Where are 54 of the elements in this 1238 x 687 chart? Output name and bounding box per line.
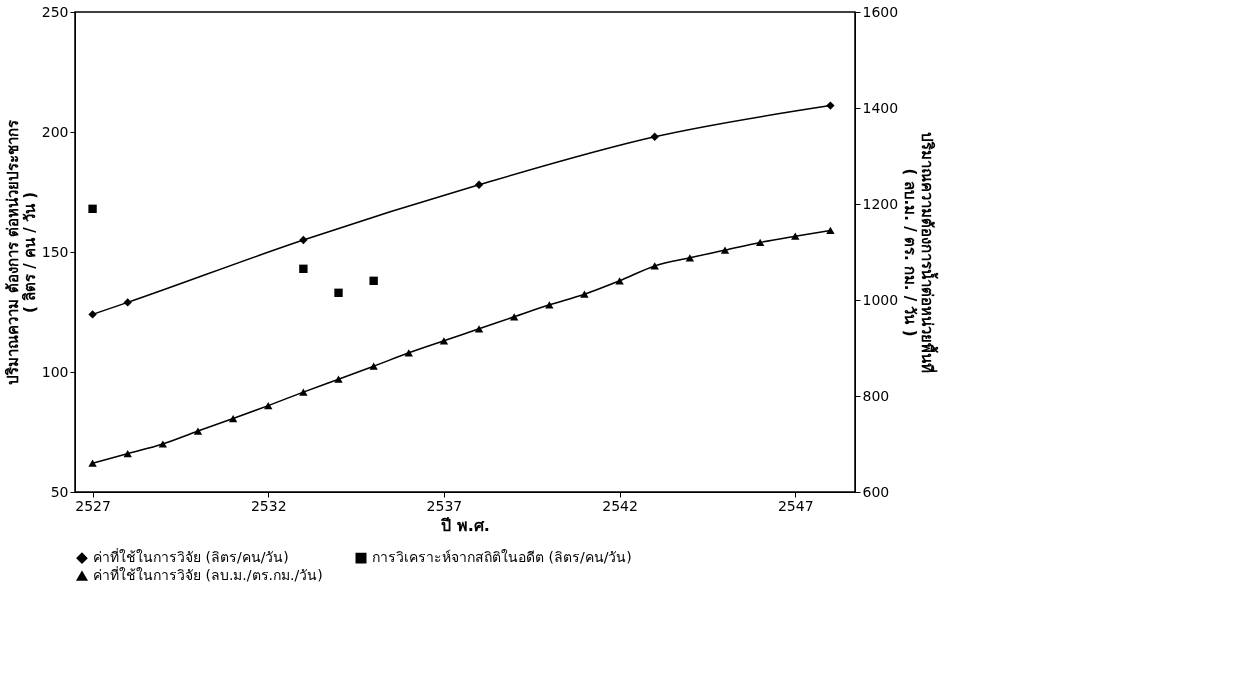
- y-tick-label: 100: [41, 363, 69, 380]
- y2-tick-label: 800: [862, 387, 890, 404]
- legend-label: การวิเคราะห์จากสถิติในอดีต (ลิตร/คน/วัน): [372, 549, 632, 566]
- point: [650, 132, 659, 141]
- point: [228, 414, 238, 423]
- point: [88, 310, 97, 319]
- y2-tick-label: 1400: [862, 99, 899, 116]
- point: [404, 349, 413, 357]
- point: [615, 277, 624, 285]
- point: [474, 325, 484, 333]
- point: [826, 226, 835, 235]
- point: [510, 313, 519, 321]
- point: [334, 288, 343, 297]
- legend-label: ค่าที่ใช้ในการวิจัย (ลบ.ม./ตร.กม./วัน): [93, 566, 323, 583]
- point: [123, 449, 132, 458]
- point: [369, 362, 378, 370]
- y-tick-label: 150: [41, 243, 69, 260]
- point: [88, 204, 97, 213]
- point: [720, 246, 730, 254]
- point: [299, 264, 308, 273]
- point: [685, 254, 695, 262]
- y2-axis-title: ปริมาณความต้องการน้ำต่อหน่วยพื้นที่ ( ลบ.ม. / ตร. กม. / วัน ): [901, 132, 940, 373]
- point: [474, 180, 484, 189]
- point: [580, 290, 589, 298]
- y2-tick-label: 600: [862, 483, 890, 500]
- point: [439, 337, 449, 345]
- point: [299, 388, 308, 396]
- y-tick-label: 200: [41, 123, 69, 140]
- point: [650, 262, 659, 270]
- x-tick-label: 2532: [250, 497, 287, 514]
- point: [826, 101, 835, 110]
- point: [755, 238, 765, 247]
- y-tick-label: 250: [41, 3, 69, 20]
- x-tick-label: 2547: [777, 497, 814, 514]
- point: [158, 440, 168, 448]
- x-tick-label: 2527: [75, 497, 111, 514]
- y2-tick-label: 1600: [862, 3, 899, 20]
- y-tick-label: 50: [50, 483, 69, 500]
- point: [88, 459, 97, 467]
- x-tick-label: 2542: [602, 497, 638, 514]
- x-axis-title: ปี พ.ศ.: [440, 515, 490, 535]
- y2-tick-label: 1200: [862, 195, 899, 212]
- y2-tick-label: 1000: [862, 291, 899, 308]
- point: [791, 232, 800, 240]
- legend-label: ค่าที่ใช้ในการวิจัย (ลิตร/คน/วัน): [93, 548, 289, 566]
- x-tick-label: 2537: [426, 497, 463, 514]
- point: [369, 276, 378, 285]
- point: [334, 375, 343, 383]
- y-axis-title: ปริมาณความ ต้องการ ต่อหน่วยประชากร ( ลิตร / คน / วัน ): [3, 119, 39, 385]
- point: [193, 427, 203, 435]
- point: [545, 301, 554, 309]
- point: [299, 235, 308, 245]
- point: [264, 401, 273, 410]
- point: [123, 298, 132, 307]
